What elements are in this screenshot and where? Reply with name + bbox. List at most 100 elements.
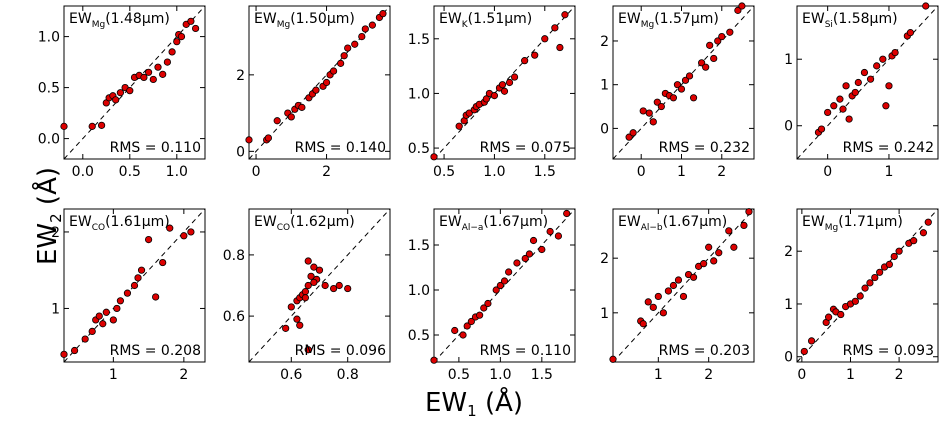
data-point (498, 81, 507, 89)
data-point (541, 35, 549, 43)
x-tick-label: 1.5 (534, 164, 556, 180)
data-point (154, 63, 162, 71)
data-point (145, 68, 153, 76)
y-tick-label: 2 (236, 68, 245, 84)
data-point (625, 133, 633, 141)
scatter-panel: 0 1 0 1 EWSi(1.58μm) RMS = 0.242 (784, 2, 939, 180)
panel-title: EWMg(1.71μm) (802, 214, 903, 233)
data-point (854, 78, 862, 87)
y-tick-label: 1.0 (408, 283, 430, 299)
y-tick-label: 1 (784, 297, 793, 313)
data-point (192, 24, 200, 33)
panel-title: EWK(1.51μm) (439, 11, 532, 30)
data-point (653, 98, 661, 106)
data-point (561, 11, 569, 19)
x-tick-label: 2 (322, 164, 331, 180)
panel-title: EWSi(1.58μm) (802, 11, 898, 30)
data-point (321, 281, 329, 290)
data-point (885, 260, 893, 268)
y-tick-label: 2 (51, 225, 60, 241)
data-point (529, 236, 538, 245)
rms-label: RMS = 0.110 (480, 343, 571, 359)
data-point (430, 153, 438, 161)
y-tick-label: 1.0 (408, 86, 430, 102)
y-tick-label: 2 (600, 251, 609, 267)
data-point (264, 134, 272, 142)
data-point (879, 55, 887, 63)
data-point (674, 276, 683, 284)
data-point (538, 245, 546, 254)
data-point (510, 73, 519, 81)
x-tick-label: 2 (895, 367, 904, 383)
data-point (718, 32, 726, 41)
scatter-panel: 0 1 2 0 1 2 EWMg(1.57μm) RMS = 0.232 (600, 2, 755, 180)
data-point (70, 346, 79, 355)
data-point (180, 232, 188, 240)
data-point (467, 317, 475, 326)
scatter-panel: 0 2 0 2 EWMg(1.50μm) RMS = 0.140 (236, 5, 391, 180)
panel-title: EWAl−a(1.67μm) (439, 214, 548, 233)
x-tick-label: 1 (677, 164, 686, 180)
data-point (310, 278, 318, 287)
y-tick-label: 2 (600, 34, 609, 50)
panel-title: EWCO(1.61μm) (69, 214, 170, 233)
data-point (455, 122, 463, 130)
x-tick-label: 0 (797, 367, 806, 383)
x-tick-label: 0 (823, 164, 832, 180)
data-point (293, 315, 301, 323)
y-tick-label: 0.5 (408, 328, 430, 344)
data-point (134, 274, 142, 282)
data-point (490, 92, 499, 100)
data-point (95, 312, 103, 320)
data-point (734, 6, 742, 14)
data-point (116, 89, 125, 97)
data-point (554, 232, 563, 240)
x-axis-title-main: EW (425, 388, 468, 418)
data-point (482, 95, 490, 103)
one-to-one-line (612, 208, 755, 363)
data-point (654, 292, 662, 301)
data-point (173, 38, 181, 46)
rms-label: RMS = 0.110 (110, 140, 201, 156)
data-point (645, 109, 653, 117)
data-point (702, 63, 710, 71)
data-point (304, 346, 312, 354)
data-point (492, 286, 500, 294)
data-point (273, 117, 281, 125)
data-point (824, 108, 832, 117)
y-tick-label: 1.5 (408, 32, 430, 48)
x-tick-label: 1 (846, 367, 855, 383)
data-point (825, 313, 833, 321)
data-point (730, 243, 738, 251)
scatter-panel: 0.5 1.0 1.5 0.5 1.0 1.5 EWK(1.51μm) RMS = 0.075 (408, 5, 576, 180)
data-point (465, 109, 473, 117)
data-point (664, 287, 672, 295)
data-point (304, 257, 312, 265)
data-point (885, 82, 893, 90)
y-tick-label: 0.5 (408, 141, 430, 157)
data-point (287, 113, 295, 121)
data-point (644, 298, 652, 306)
data-point (513, 259, 521, 267)
data-point (837, 310, 845, 319)
data-point (891, 48, 899, 57)
data-point (882, 102, 890, 110)
data-point (60, 122, 68, 130)
data-point (329, 67, 338, 75)
panel-title: EWMg(1.48μm) (69, 11, 170, 30)
y-tick-label: 0 (784, 350, 793, 366)
data-point (681, 76, 690, 84)
y-tick-label: 0 (784, 119, 793, 135)
data-point (649, 303, 657, 311)
one-to-one-line (63, 5, 206, 160)
y-tick-label: 1 (600, 78, 609, 94)
data-point (856, 292, 864, 300)
data-point (845, 115, 853, 123)
data-point (817, 125, 826, 133)
data-point (344, 284, 352, 293)
y-tick-label: 0 (236, 144, 245, 160)
data-point (866, 75, 875, 83)
data-point (358, 32, 366, 41)
data-point (677, 85, 686, 93)
x-tick-label: 0.0 (72, 164, 94, 180)
